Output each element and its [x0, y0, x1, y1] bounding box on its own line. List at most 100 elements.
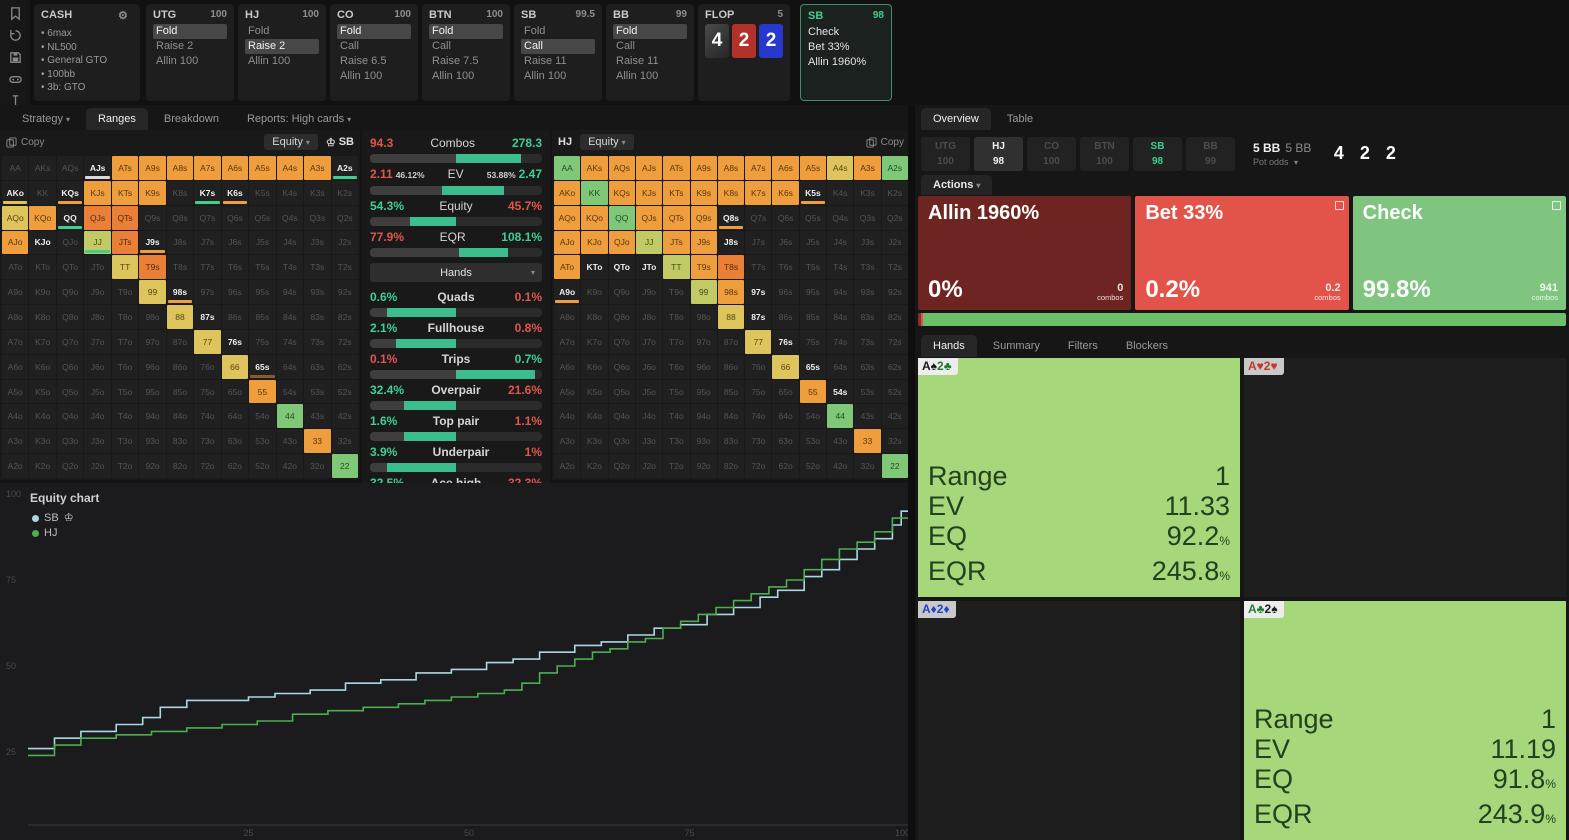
matrix-cell-J6o[interactable]: J6o [84, 354, 111, 379]
matrix-cell-Q8o[interactable]: Q8o [608, 305, 635, 329]
action-row[interactable]: Raise 2 [245, 39, 319, 54]
matrix-cell-A9o[interactable]: A9o [554, 280, 581, 305]
matrix-cell-J8s[interactable]: J8s [166, 230, 194, 255]
matrix-cell-87s[interactable]: 87s [194, 305, 221, 329]
matrix-cell-A5s[interactable]: A5s [799, 156, 827, 180]
actions-dropdown[interactable]: Actions ▾ [921, 175, 993, 195]
chip-co[interactable]: CO 100 [1027, 136, 1076, 171]
matrix-cell-Q5o[interactable]: Q5o [56, 379, 84, 404]
matrix-cell-Q7o[interactable]: Q7o [56, 329, 84, 354]
matrix-cell-KJs[interactable]: KJs [635, 180, 663, 205]
matrix-cell-K5s[interactable]: K5s [799, 180, 827, 205]
matrix-cell-65s[interactable]: 65s [249, 354, 276, 379]
matrix-cell-75o[interactable]: 75o [745, 379, 772, 404]
matrix-cell-J4s[interactable]: J4s [827, 230, 854, 255]
action-row[interactable]: Allin 100 [156, 55, 199, 67]
matrix-cell-AA[interactable]: AA [2, 156, 29, 180]
matrix-cell-77[interactable]: 77 [194, 329, 221, 354]
matrix-cell-K8s[interactable]: K8s [166, 180, 194, 205]
matrix-cell-92o[interactable]: 92o [139, 454, 166, 478]
matrix-cell-A3o[interactable]: A3o [2, 429, 29, 454]
matrix-cell-T4s[interactable]: T4s [276, 255, 304, 280]
matrix-cell-74s[interactable]: 74s [276, 329, 304, 354]
matrix-cell-76s[interactable]: 76s [772, 329, 799, 354]
matrix-cell-T9o[interactable]: T9o [111, 280, 139, 305]
matrix-cell-52o[interactable]: 52o [249, 454, 276, 478]
matrix-cell-93o[interactable]: 93o [139, 429, 166, 454]
tab-table[interactable]: Table [1006, 113, 1034, 125]
matrix-cell-A8o[interactable]: A8o [2, 305, 29, 329]
matrix-cell-93s[interactable]: 93s [854, 280, 881, 305]
action-row[interactable]: Raise 11 [524, 55, 567, 67]
matrix-cell-87o[interactable]: 87o [166, 329, 194, 354]
matrix-cell-33[interactable]: 33 [854, 429, 881, 454]
matrix-cell-32s[interactable]: 32s [881, 429, 908, 454]
matrix-cell-A6o[interactable]: A6o [2, 354, 29, 379]
matrix-cell-J5o[interactable]: J5o [635, 379, 663, 404]
matrix-cell-Q3o[interactable]: Q3o [56, 429, 84, 454]
matrix-cell-A6s[interactable]: A6s [221, 156, 249, 180]
matrix-cell-QQ[interactable]: QQ [608, 205, 635, 230]
matrix-cell-K3o[interactable]: K3o [29, 429, 56, 454]
matrix-cell-Q6s[interactable]: Q6s [221, 205, 249, 230]
action-row[interactable]: Allin 100 [616, 70, 659, 82]
matrix-cell-63o[interactable]: 63o [772, 429, 799, 454]
matrix-cell-87o[interactable]: 87o [717, 329, 745, 354]
action-row[interactable]: Fold [613, 24, 687, 39]
matrix-cell-A5o[interactable]: A5o [2, 379, 29, 404]
matrix-cell-K8o[interactable]: K8o [29, 305, 56, 329]
matrix-cell-J4s[interactable]: J4s [276, 230, 304, 255]
action-row[interactable]: Allin 100 [432, 70, 475, 82]
matrix-cell-K8o[interactable]: K8o [581, 305, 608, 329]
matrix-cell-54o[interactable]: 54o [799, 404, 827, 429]
matrix-cell-63s[interactable]: 63s [304, 354, 331, 379]
matrix-cell-K7s[interactable]: K7s [194, 180, 221, 205]
matrix-cell-J6o[interactable]: J6o [635, 354, 663, 379]
matrix-cell-KK[interactable]: KK [29, 180, 56, 205]
tab-overview[interactable]: Overview [921, 108, 991, 130]
matrix-cell-Q4o[interactable]: Q4o [608, 404, 635, 429]
matrix-cell-74o[interactable]: 74o [194, 404, 221, 429]
matrix-cell-75o[interactable]: 75o [194, 379, 221, 404]
matrix-cell-Q8s[interactable]: Q8s [717, 205, 745, 230]
matrix-cell-T5s[interactable]: T5s [249, 255, 276, 280]
matrix-cell-J9s[interactable]: J9s [690, 230, 717, 255]
matrix-cell-T2o[interactable]: T2o [663, 454, 690, 478]
matrix-cell-82s[interactable]: 82s [881, 305, 908, 329]
hand-card-Aclub-2spade[interactable]: A♣2♠ Range 1 EV 11.19 EQ 91.8% EQR 243.9% [1244, 601, 1566, 840]
matrix-cell-JTs[interactable]: JTs [111, 230, 139, 255]
matrix-cell-84o[interactable]: 84o [166, 404, 194, 429]
matrix-cell-KK[interactable]: KK [581, 180, 608, 205]
matrix-cell-Q9o[interactable]: Q9o [608, 280, 635, 305]
matrix-cell-73s[interactable]: 73s [304, 329, 331, 354]
metric-dropdown-hj[interactable]: Equity ▾ [580, 134, 634, 150]
matrix-cell-42s[interactable]: 42s [331, 404, 358, 429]
matrix-cell-66[interactable]: 66 [772, 354, 799, 379]
matrix-cell-A3o[interactable]: A3o [554, 429, 581, 454]
action-row[interactable]: Call [340, 40, 359, 52]
matrix-cell-A6s[interactable]: A6s [772, 156, 799, 180]
matrix-cell-A2s[interactable]: A2s [331, 156, 358, 180]
matrix-cell-82o[interactable]: 82o [717, 454, 745, 478]
matrix-cell-K6s[interactable]: K6s [221, 180, 249, 205]
matrix-cell-82o[interactable]: 82o [166, 454, 194, 478]
matrix-cell-97o[interactable]: 97o [690, 329, 717, 354]
matrix-cell-KQs[interactable]: KQs [608, 180, 635, 205]
matrix-cell-33[interactable]: 33 [304, 429, 331, 454]
matrix-cell-65o[interactable]: 65o [221, 379, 249, 404]
matrix-cell-96o[interactable]: 96o [690, 354, 717, 379]
matrix-cell-64o[interactable]: 64o [221, 404, 249, 429]
matrix-cell-T8o[interactable]: T8o [663, 305, 690, 329]
matrix-cell-32s[interactable]: 32s [331, 429, 358, 454]
matrix-cell-Q7s[interactable]: Q7s [194, 205, 221, 230]
matrix-cell-42o[interactable]: 42o [276, 454, 304, 478]
matrix-cell-K4o[interactable]: K4o [581, 404, 608, 429]
matrix-cell-76o[interactable]: 76o [194, 354, 221, 379]
matrix-cell-K3s[interactable]: K3s [854, 180, 881, 205]
matrix-cell-K3s[interactable]: K3s [304, 180, 331, 205]
matrix-cell-J7s[interactable]: J7s [745, 230, 772, 255]
matrix-cell-QTo[interactable]: QTo [56, 255, 84, 280]
matrix-cell-A6o[interactable]: A6o [554, 354, 581, 379]
matrix-cell-92s[interactable]: 92s [331, 280, 358, 305]
matrix-cell-J2s[interactable]: J2s [881, 230, 908, 255]
